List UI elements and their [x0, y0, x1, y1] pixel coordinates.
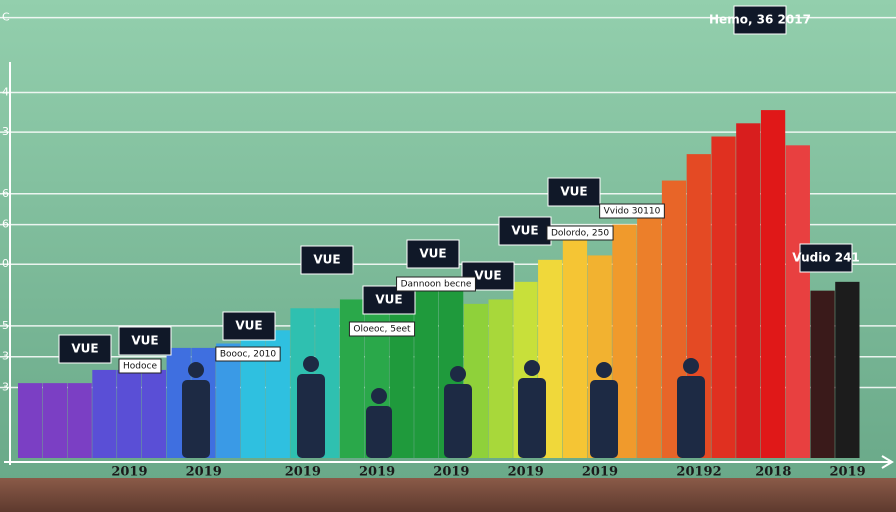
x-tick-label: 2019 [111, 465, 147, 480]
thumbnail-label: VUE [419, 247, 446, 261]
bar [637, 211, 662, 458]
x-tick-label: 2018 [755, 465, 791, 480]
bar [488, 299, 513, 458]
bar [760, 110, 786, 458]
thumbnail-label: VUE [235, 319, 262, 333]
thumbnail-label: Hemo, 36 2017 [709, 13, 811, 27]
bar [810, 290, 835, 458]
thumbnail [300, 245, 354, 275]
x-tick-label: 2019 [359, 465, 395, 480]
x-tick-label: 2019 [508, 465, 544, 480]
floor [0, 478, 896, 512]
bar [835, 281, 860, 458]
thumbnail-label: Vudio 241 [792, 251, 860, 265]
annotation: Dolordo, 250 [551, 229, 609, 239]
y-tick-label: 5 [2, 319, 9, 332]
thumbnail [222, 311, 276, 341]
y-tick-label: 3 [2, 350, 9, 363]
annotation: Oloeoc, 5eet [353, 325, 411, 335]
bar [42, 383, 68, 458]
bar [736, 123, 761, 459]
y-tick-label: 3 [2, 381, 9, 394]
thumbnail [733, 5, 787, 35]
bar [711, 136, 736, 458]
annotation: Boooc, 2010 [220, 350, 277, 360]
thumbnail-label: VUE [474, 269, 501, 283]
annotation-box [599, 203, 665, 219]
annotation-box [348, 321, 416, 337]
bar [67, 383, 92, 458]
x-tick-label: 2019 [285, 465, 321, 480]
annotation-box [546, 225, 614, 241]
bar [117, 369, 142, 458]
y-tick-label: 6 [2, 218, 9, 231]
thumbnail-label: VUE [511, 224, 538, 238]
x-tick-label: 2019 [830, 465, 866, 480]
thumbnail [406, 239, 460, 269]
thumbnail-label: VUE [313, 253, 340, 267]
bar [414, 290, 439, 458]
y-tick-label: 3 [2, 125, 9, 138]
thumbnail [547, 177, 601, 207]
bar [389, 295, 414, 458]
annotation: Dannoon becne [401, 280, 472, 290]
people [182, 356, 705, 458]
bar [216, 343, 241, 458]
thumbnail [58, 334, 112, 364]
bar [785, 145, 810, 459]
y-tick-label: 0 [2, 257, 9, 270]
x-tick-label: 2019 [582, 465, 618, 480]
x-tick-label: 2019 [186, 465, 222, 480]
thumbnail [118, 326, 172, 356]
annotation: Hodoce [123, 362, 157, 372]
y-tick-label: C [2, 11, 10, 24]
bar [562, 237, 588, 458]
annotation-box [215, 346, 281, 362]
bar [141, 369, 167, 458]
thumbnail-label: VUE [131, 334, 158, 348]
annotation-box [396, 276, 476, 292]
bar [18, 383, 43, 458]
x-tick-label: 2019 [433, 465, 469, 480]
thumbnail-label: VUE [375, 293, 402, 307]
x-arrow [881, 455, 894, 469]
annotation-box [118, 358, 162, 374]
annotation: Vvido 30110 [604, 207, 661, 217]
thumbnail-label: VUE [560, 185, 587, 199]
bar [92, 369, 117, 458]
thumbnail-label: VUE [71, 342, 98, 356]
y-tick-label: 6 [2, 187, 9, 200]
y-tick-label: 4 [2, 85, 9, 98]
thumbnail [799, 243, 853, 273]
x-tick-label: 20192 [676, 465, 721, 480]
